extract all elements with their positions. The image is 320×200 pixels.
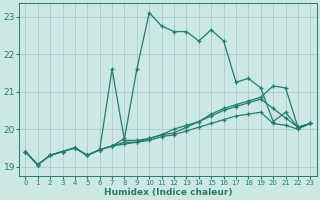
X-axis label: Humidex (Indice chaleur): Humidex (Indice chaleur)	[104, 188, 232, 197]
